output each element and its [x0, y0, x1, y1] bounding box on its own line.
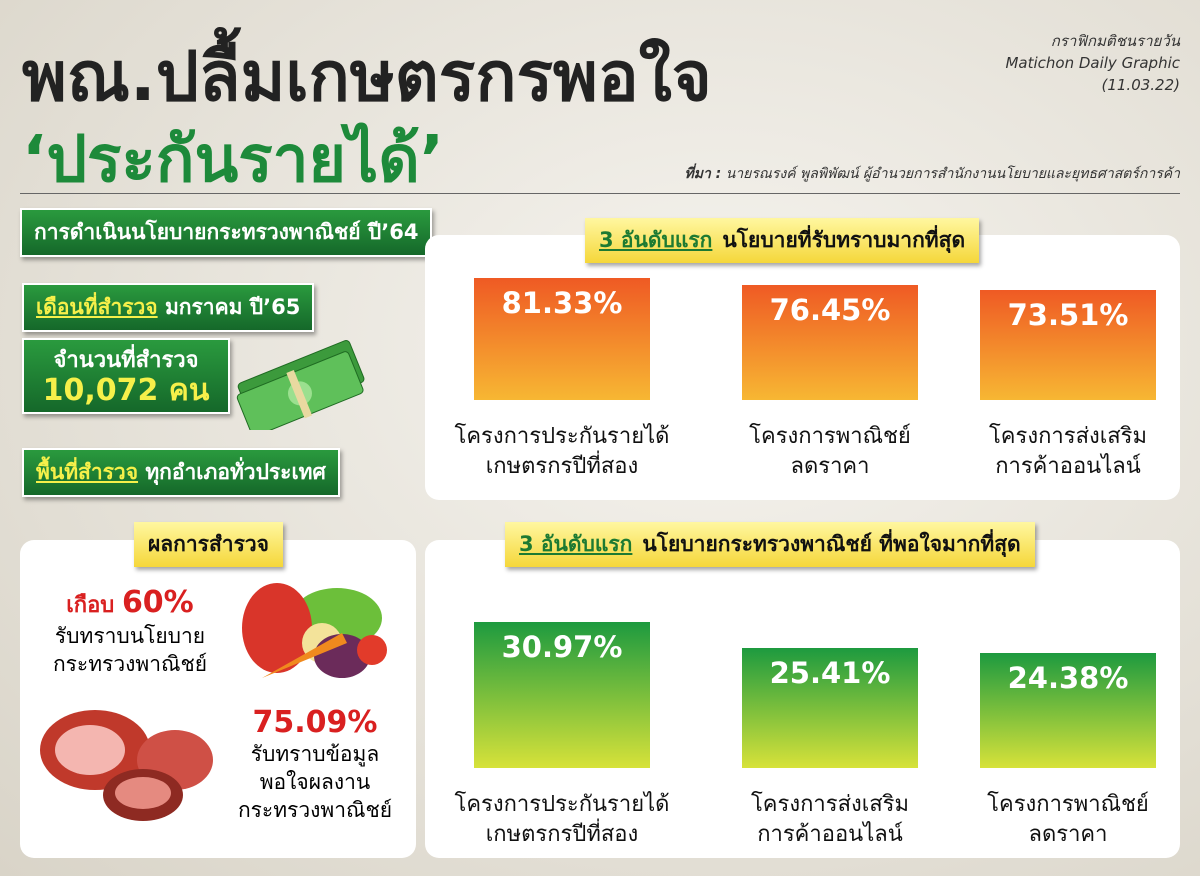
credit-line: กราฟิกมติชนรายวัน — [1050, 32, 1180, 50]
stat1-text: รับทราบนโยบาย กระทรวงพาณิชย์ — [52, 624, 208, 676]
money-icon — [236, 340, 365, 430]
stat1-value: 60% — [121, 585, 194, 620]
value-label: 81.33% — [501, 286, 623, 320]
sample: 10,072 คน — [42, 373, 210, 408]
stat2-value: 75.09% — [252, 705, 378, 740]
bar — [742, 647, 918, 768]
month: มกราคม ปี’65 — [164, 295, 301, 319]
bar — [474, 621, 650, 768]
chart-title-highlight: 3 อันดับแรก — [519, 532, 633, 556]
category-label: โครงการประกันรายได้ เกษตรกรปีที่สอง — [454, 792, 670, 847]
category-label: โครงการประกันรายได้ เกษตรกรปีที่สอง — [454, 424, 670, 479]
stat2: 75.09% รับทราบข้อมูล พอใจผลงาน กระทรวงพา… — [220, 705, 410, 824]
vegetable-icon — [242, 583, 387, 678]
chart-title: 3 อันดับแรก นโยบายที่รับทราบมากที่สุด — [585, 218, 980, 263]
area-banner: พื้นที่สำรวจ ทุกอำเภอทั่วประเทศ — [22, 448, 340, 497]
title: พณ.ปลื้มเกษตรกรพอใจ — [22, 38, 712, 117]
value-label: 25.41% — [769, 655, 891, 690]
sample-banner: จำนวนที่สำรวจ 10,072 คน — [22, 338, 230, 414]
stat1: เกือบ 60% รับทราบนโยบาย กระทรวงพาณิชย์ — [40, 585, 220, 678]
credit-line: (11.03.22) — [1101, 76, 1180, 94]
sample-label: จำนวนที่สำรวจ — [53, 348, 199, 373]
chart-title: 3 อันดับแรก นโยบายกระทรวงพาณิชย์ ที่พอใจม… — [505, 522, 1035, 567]
results-title: ผลการสำรวจ — [134, 522, 283, 567]
bar — [742, 285, 918, 400]
category-label: โครงการพาณิชย์ ลดราคา — [749, 424, 911, 479]
chart-title-highlight: 3 อันดับแรก — [599, 228, 713, 252]
bar — [980, 289, 1156, 400]
stat2-text: รับทราบข้อมูล พอใจผลงาน กระทรวงพาณิชย์ — [237, 742, 393, 822]
category-label: โครงการพาณิชย์ ลดราคา — [987, 792, 1149, 847]
month-banner: เดือนที่สำรวจ มกราคม ปี’65 — [22, 283, 315, 332]
bar — [474, 278, 650, 400]
credit-line: Matichon Daily Graphic — [1005, 54, 1180, 72]
bar — [980, 652, 1156, 768]
meat-icon — [40, 710, 213, 821]
stat1-prefix: เกือบ — [66, 593, 115, 618]
area: ทุกอำเภอทั่วประเทศ — [145, 460, 326, 484]
credit: กราฟิกมติชนรายวัน Matichon Daily Graphic… — [1005, 30, 1180, 96]
subtitle: ‘ประกันรายได้’ — [22, 123, 445, 197]
chart-title-text: นโยบายที่รับทราบมากที่สุด — [722, 228, 966, 252]
category-label: โครงการส่งเสริม การค้าออนไลน์ — [750, 792, 910, 847]
divider — [20, 193, 1180, 194]
info-banner: การดำเนินนโยบายกระทรวงพาณิชย์ ปี’64 — [20, 208, 433, 257]
value-label: 30.97% — [501, 629, 623, 664]
value-label: 24.38% — [1007, 660, 1129, 695]
source: ที่มา : นายรณรงค์ พูลพิพัฒน์ ผู้อำนวยการ… — [684, 163, 1180, 185]
value-label: 76.45% — [769, 293, 891, 328]
source-label: ที่มา : — [684, 166, 722, 182]
month-label: เดือนที่สำรวจ — [36, 295, 158, 319]
area-label: พื้นที่สำรวจ — [36, 460, 139, 484]
chart-title-text: นโยบายกระทรวงพาณิชย์ ที่พอใจมากที่สุด — [642, 532, 1021, 556]
value-label: 73.51% — [1007, 297, 1129, 332]
category-label: โครงการส่งเสริม การค้าออนไลน์ — [988, 424, 1148, 479]
source-text: นายรณรงค์ พูลพิพัฒน์ ผู้อำนวยการสำนักงาน… — [725, 166, 1180, 182]
